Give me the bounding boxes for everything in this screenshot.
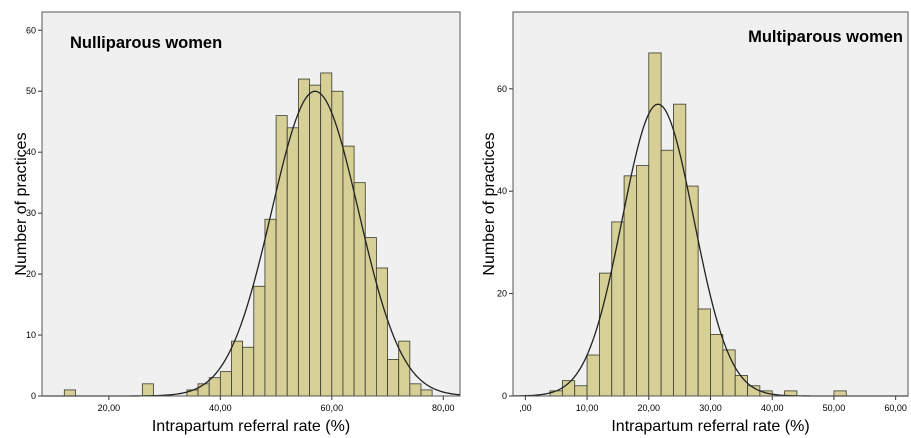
y-tick-label: 30 xyxy=(26,208,36,218)
panel-title: Nulliparous women xyxy=(70,34,222,52)
x-tick-label: 30,00 xyxy=(699,403,722,413)
histogram-bar xyxy=(734,375,748,397)
panel-title: Multiparous women xyxy=(748,28,903,46)
nulliparous-histogram-panel: 0 10 20 30 40 50 60 20,00 40,00 60,00 80,00 Nulli… xyxy=(13,11,461,435)
x-axis-title: Intrapartum referral rate (%) xyxy=(611,418,809,435)
x-tick-label: 40,00 xyxy=(209,403,232,413)
plot-frame xyxy=(512,11,909,397)
histogram-bar xyxy=(685,185,699,397)
histogram-bar xyxy=(574,385,588,397)
x-tick-label: 50,00 xyxy=(823,403,846,413)
histogram-bar xyxy=(242,346,255,397)
y-tick-label: 40 xyxy=(497,186,507,196)
y-tick-label: 50 xyxy=(26,86,36,96)
x-tick-label: 20,00 xyxy=(638,403,661,413)
histogram-bar xyxy=(275,115,288,397)
histogram-bar xyxy=(197,383,210,397)
histogram-bar xyxy=(599,272,613,397)
histogram-bar xyxy=(833,390,847,397)
histogram-bar xyxy=(387,359,400,397)
histogram-bar xyxy=(331,90,344,397)
x-tick-label: ,00 xyxy=(519,403,532,413)
histogram-bar xyxy=(63,389,76,397)
histogram-bar xyxy=(710,334,724,397)
histogram-bar xyxy=(286,127,299,397)
multiparous-histogram-panel: 0 20 40 60 ,00 10,00 20,00 30,00 40,00 50,00 60,0… xyxy=(481,11,909,435)
histogram-bar xyxy=(420,389,433,397)
x-tick-label: 60,00 xyxy=(321,403,344,413)
x-axis-title: Intrapartum referral rate (%) xyxy=(152,418,350,435)
histogram-bar xyxy=(586,354,600,397)
histogram-bar xyxy=(231,340,244,397)
histogram-bar xyxy=(549,390,563,397)
y-tick-label: 40 xyxy=(26,147,36,157)
y-axis-title: Number of practices xyxy=(13,132,30,275)
histogram-bar xyxy=(253,285,266,397)
histogram-bar xyxy=(264,218,277,397)
histogram-bar xyxy=(297,78,310,397)
histogram-bar xyxy=(141,383,154,397)
y-axis-title: Number of practices xyxy=(481,132,498,275)
plot-frame xyxy=(41,11,461,397)
histogram-bar xyxy=(722,349,736,397)
histogram-bar xyxy=(660,149,674,397)
histogram-bar xyxy=(309,84,322,397)
y-tick-label: 20 xyxy=(497,289,507,299)
histogram-bar xyxy=(409,383,422,397)
histogram-bar xyxy=(398,340,411,397)
histogram-bar xyxy=(219,371,232,397)
y-tick-label: 60 xyxy=(497,84,507,94)
y-tick-label: 60 xyxy=(26,25,36,35)
histogram-bar xyxy=(623,175,637,397)
histogram-bar xyxy=(673,103,687,397)
y-tick-label: 20 xyxy=(26,269,36,279)
histogram-bar xyxy=(697,308,711,397)
histogram-bar xyxy=(208,377,221,397)
x-tick-label: 40,00 xyxy=(761,403,784,413)
x-tick-label: 60,00 xyxy=(884,403,907,413)
y-tick-label: 0 xyxy=(31,391,36,401)
x-tick-label: 10,00 xyxy=(576,403,599,413)
histogram-bar xyxy=(611,221,625,397)
y-tick-label: 10 xyxy=(26,330,36,340)
y-tick-label: 0 xyxy=(502,391,507,401)
x-tick-label: 20,00 xyxy=(98,403,121,413)
x-tick-label: 80,00 xyxy=(432,403,455,413)
histogram-bar xyxy=(636,165,650,397)
histogram-bar xyxy=(320,72,333,397)
plot-area xyxy=(42,12,460,396)
